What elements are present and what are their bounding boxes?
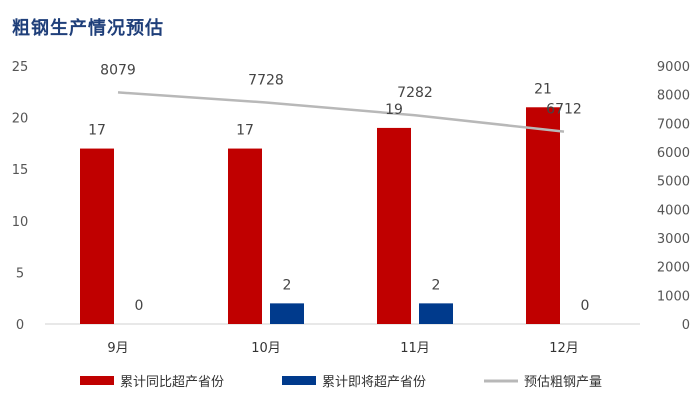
line-value-label: 7728: [248, 72, 284, 88]
bar: [526, 107, 560, 324]
y-right-tick-label: 2000: [657, 261, 690, 276]
legend-item: 累计同比超产省份: [80, 375, 224, 390]
bar-value-label: 2: [432, 277, 441, 293]
bar: [228, 148, 262, 324]
x-tick-label: 12月: [549, 341, 579, 356]
bar: [80, 148, 114, 324]
y-left-tick-label: 0: [16, 318, 24, 333]
legend-swatch: [282, 376, 316, 385]
bar-value-label: 0: [135, 298, 144, 314]
y-right-tick-label: 1000: [657, 289, 690, 304]
y-left-tick-label: 20: [12, 112, 29, 127]
bars: [80, 107, 560, 324]
y-left-tick-label: 15: [12, 163, 29, 178]
bar-value-label: 2: [283, 277, 292, 293]
y-right-tick-label: 9000: [657, 60, 690, 75]
data-labels: 17 17 19 21 0 2 2 0 8079 7728 7282 6712: [88, 62, 589, 314]
x-tick-label: 9月: [107, 341, 128, 356]
legend-label: 累计同比超产省份: [120, 375, 224, 390]
legend-item: 预估粗钢产量: [484, 375, 602, 390]
y-right-tick-label: 0: [682, 318, 690, 333]
line-value-label: 7282: [397, 85, 433, 101]
y-right-tick-label: 4000: [657, 203, 690, 218]
bar: [419, 303, 453, 324]
y-right-tick-label: 7000: [657, 117, 690, 132]
y-right-tick-label: 3000: [657, 232, 690, 247]
line-value-label: 6712: [546, 102, 582, 118]
line-series: [117, 91, 565, 133]
bar: [270, 303, 304, 324]
y-right-tick-label: 6000: [657, 146, 690, 161]
line-value-label: 8079: [100, 62, 136, 78]
bar-value-label: 0: [581, 298, 590, 314]
bar-value-label: 19: [385, 102, 403, 118]
y-left-tick-label: 10: [12, 215, 29, 230]
y-left-tick-label: 25: [12, 60, 29, 75]
x-tick-label: 11月: [400, 341, 430, 356]
legend-swatch: [80, 376, 114, 385]
bar-value-label: 17: [236, 123, 254, 139]
legend-label: 预估粗钢产量: [524, 375, 602, 390]
x-tick-label: 10月: [251, 341, 281, 356]
legend-label: 累计即将超产省份: [322, 375, 426, 390]
bar-value-label: 17: [88, 123, 106, 139]
chart-title: 粗钢生产情况预估: [12, 18, 164, 39]
legend: 累计同比超产省份 累计即将超产省份 预估粗钢产量: [80, 375, 602, 390]
legend-item: 累计即将超产省份: [282, 375, 426, 390]
line-path: [117, 91, 565, 133]
bar-value-label: 21: [534, 81, 552, 97]
bar: [377, 127, 411, 324]
axes: 0510152025010002000300040005000600070008…: [12, 60, 690, 356]
y-right-tick-label: 5000: [657, 175, 690, 190]
y-left-tick-label: 5: [16, 266, 24, 281]
y-right-tick-label: 8000: [657, 89, 690, 104]
